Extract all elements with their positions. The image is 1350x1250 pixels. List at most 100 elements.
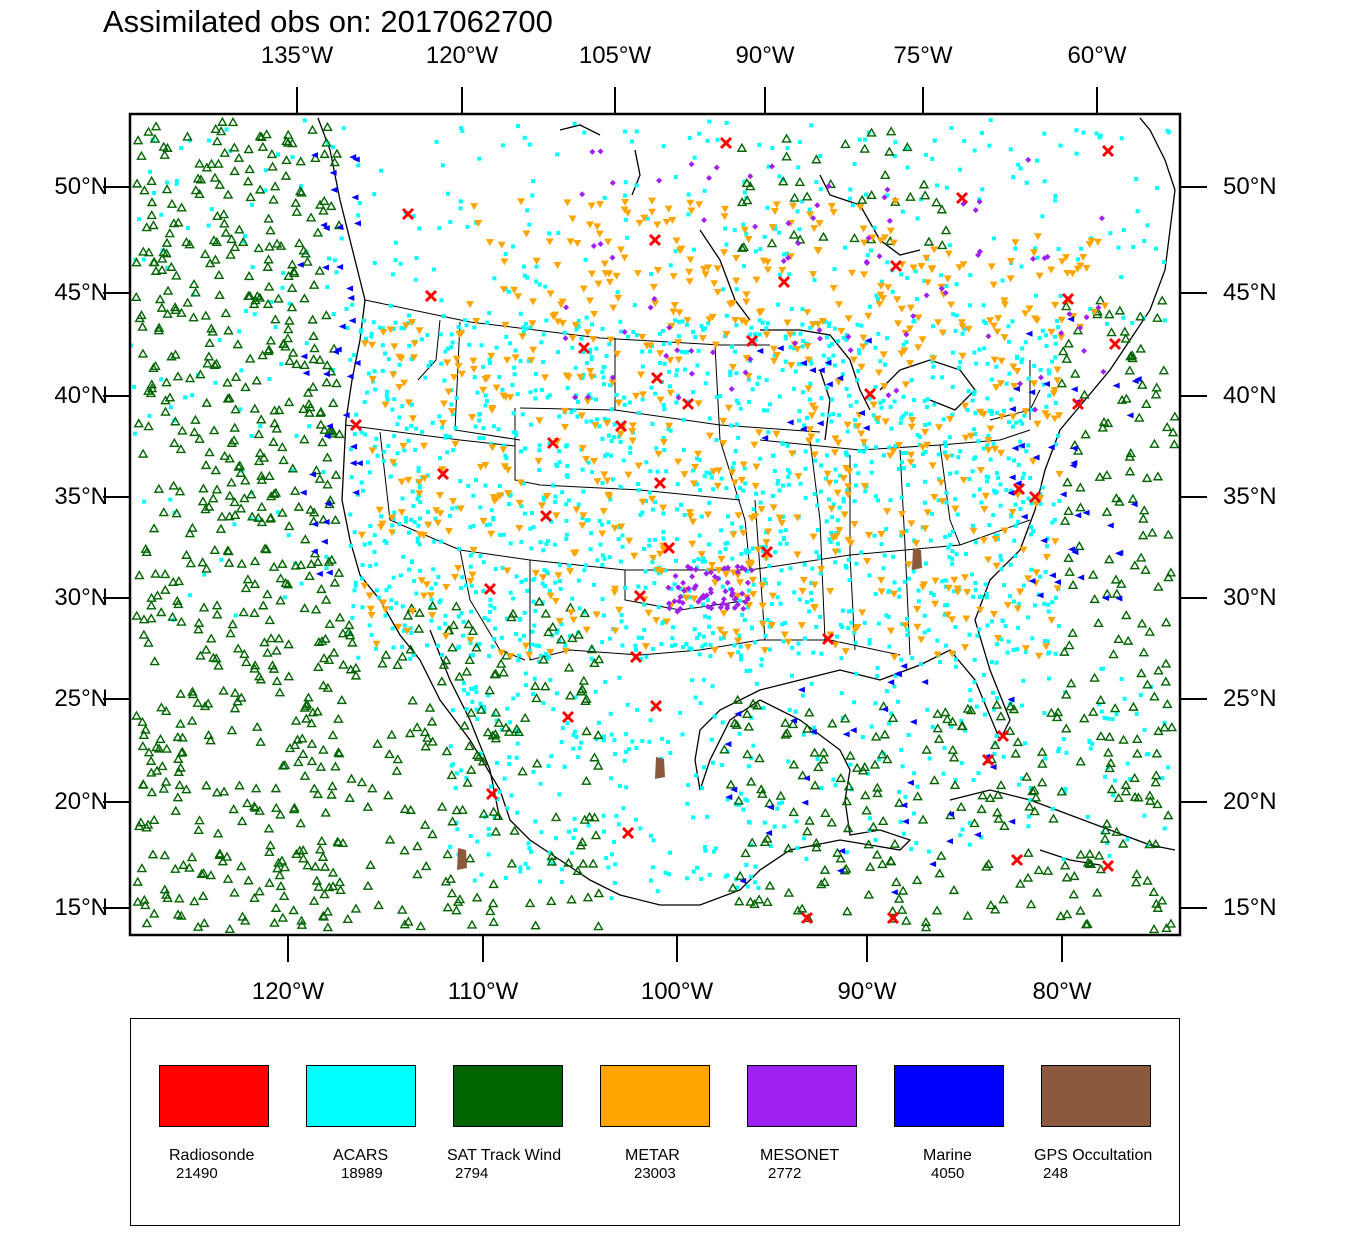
acars-marker: [1023, 650, 1028, 655]
sat-track-wind-marker: [253, 243, 264, 253]
sat-track-wind-marker: [204, 258, 216, 268]
acars-marker: [915, 216, 920, 221]
acars-marker: [481, 436, 486, 441]
sat-track-wind-marker: [243, 270, 255, 281]
acars-marker: [953, 664, 958, 669]
acars-marker: [307, 424, 312, 429]
acars-marker: [811, 650, 816, 655]
metar-marker: [608, 379, 617, 387]
marine-marker: [311, 152, 319, 159]
acars-marker: [807, 397, 812, 402]
left-lat-label-20n: 20°N: [54, 788, 108, 815]
sat-track-wind-marker: [288, 266, 300, 276]
acars-marker: [994, 660, 999, 665]
acars-marker: [674, 373, 679, 378]
acars-marker: [780, 622, 785, 627]
marine-marker: [342, 412, 350, 419]
acars-marker: [492, 606, 497, 611]
acars-marker: [582, 568, 587, 573]
mesonet-marker: [708, 569, 715, 576]
acars-marker: [594, 397, 599, 402]
sat-track-wind-marker: [452, 896, 464, 906]
acars-marker: [687, 588, 692, 593]
sat-track-wind-marker: [1117, 838, 1129, 848]
acars-marker: [532, 676, 537, 681]
acars-marker: [488, 522, 493, 527]
radiosonde-marker: [401, 207, 415, 221]
sat-track-wind-marker: [780, 729, 791, 739]
mesonet-marker: [742, 369, 749, 376]
sat-track-wind-marker: [299, 359, 310, 369]
acars-marker: [932, 402, 937, 407]
acars-marker: [559, 879, 564, 884]
sat-track-wind-marker: [298, 853, 309, 863]
metar-marker: [730, 479, 739, 487]
acars-marker: [1006, 324, 1011, 329]
acars-marker: [640, 510, 645, 515]
gps-occultation-marker: [655, 757, 665, 779]
sat-track-wind-marker: [185, 558, 196, 568]
acars-marker: [1014, 420, 1019, 425]
acars-marker: [697, 457, 702, 462]
metar-marker: [648, 554, 657, 562]
sat-track-wind-marker: [269, 418, 280, 428]
acars-marker: [985, 396, 990, 401]
sat-track-wind-marker: [1120, 786, 1132, 796]
acars-marker: [653, 567, 658, 572]
acars-marker: [803, 449, 808, 454]
sat-track-wind-marker: [161, 889, 172, 899]
acars-marker: [743, 481, 748, 486]
acars-marker: [562, 764, 567, 769]
sat-track-wind-marker: [362, 880, 374, 890]
acars-marker: [693, 335, 698, 340]
sat-track-wind-marker: [200, 644, 212, 654]
sat-track-wind-marker: [240, 382, 251, 392]
acars-marker: [904, 528, 909, 533]
sat-track-wind-marker: [929, 775, 940, 785]
acars-marker: [486, 826, 491, 831]
acars-marker: [484, 523, 489, 528]
acars-marker: [897, 594, 902, 599]
metar-marker: [1053, 377, 1062, 385]
acars-marker: [797, 362, 802, 367]
sat-track-wind-marker: [304, 570, 315, 581]
acars-marker: [356, 213, 361, 218]
acars-marker: [967, 820, 972, 825]
metar-marker: [953, 588, 962, 596]
acars-marker: [269, 300, 274, 305]
marine-marker: [857, 410, 865, 417]
metar-marker: [768, 224, 777, 232]
acars-marker: [982, 346, 987, 351]
metar-marker: [665, 422, 674, 430]
acars-marker: [431, 567, 436, 572]
metar-marker: [958, 323, 967, 331]
sat-track-wind-marker: [222, 873, 234, 883]
acars-marker: [876, 331, 881, 336]
metar-marker: [814, 320, 823, 328]
acars-markers: [130, 118, 1171, 901]
sat-track-wind-marker: [189, 426, 200, 437]
sat-track-wind-marker: [312, 706, 323, 716]
metar-marker: [685, 509, 694, 517]
marine-marker: [929, 861, 937, 868]
sat-track-wind-marker: [842, 823, 854, 833]
sat-track-wind-marker: [218, 786, 230, 796]
sat-track-wind-marker: [861, 805, 872, 815]
sat-track-wind-marker: [224, 453, 235, 463]
right-lat-label-50n: 50°N: [1223, 173, 1277, 200]
top-lon-label-135w: 135°W: [260, 42, 334, 69]
acars-marker: [904, 340, 909, 345]
metar-marker: [499, 286, 508, 294]
acars-marker: [743, 797, 748, 802]
acars-marker: [545, 539, 550, 544]
acars-marker: [926, 849, 931, 854]
metar-marker: [610, 524, 619, 532]
acars-marker: [1052, 517, 1057, 522]
acars-marker: [401, 628, 406, 633]
sat-track-wind-marker: [1079, 713, 1090, 723]
acars-marker: [408, 656, 413, 661]
acars-marker: [1038, 501, 1043, 506]
acars-marker: [969, 572, 974, 577]
sat-track-wind-marker: [488, 806, 499, 816]
metar-marker: [721, 205, 730, 213]
